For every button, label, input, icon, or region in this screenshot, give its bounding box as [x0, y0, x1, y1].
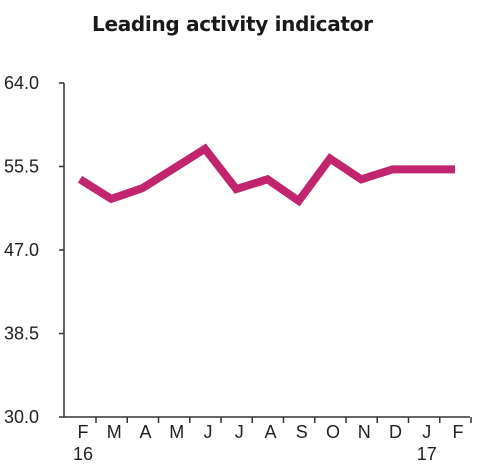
x-tick-label: F	[453, 422, 464, 442]
x-tick-label: F	[78, 422, 89, 442]
data-point	[423, 168, 425, 170]
data-point	[267, 178, 268, 180]
data-point	[142, 187, 143, 189]
y-tick-label: 38.5	[4, 324, 39, 344]
data-point	[173, 168, 175, 169]
y-tick-label: 30.0	[4, 407, 39, 427]
data-point	[235, 188, 237, 190]
y-axis-ticks: 64.0 55.5 47.0 38.5 30.0	[4, 73, 64, 427]
chart-title: Leading activity indicator	[92, 12, 373, 36]
data-point	[360, 178, 362, 180]
x-tick-label: N	[358, 422, 371, 442]
y-tick-label: 64.0	[4, 73, 39, 93]
data-point	[298, 200, 300, 202]
x-tick-label: A	[139, 422, 151, 442]
data-point	[329, 158, 331, 160]
y-tick-label: 55.5	[4, 157, 39, 177]
x-tick-label: M	[169, 422, 184, 442]
x-tick-label: M	[107, 422, 122, 442]
x-tick-label: J	[422, 422, 431, 442]
data-point	[454, 168, 456, 170]
data-point	[392, 168, 393, 170]
series-line	[77, 143, 455, 207]
x-tick-label: D	[389, 422, 402, 442]
x-axis-ticks: F M A M J J A S O N D J F16 17	[73, 417, 472, 464]
series-group	[77, 143, 456, 207]
x-tick-label: O	[326, 422, 340, 442]
data-point	[79, 178, 81, 180]
data-point	[204, 148, 206, 150]
chart-axes	[63, 83, 470, 418]
x-year-label: 16	[73, 444, 93, 464]
data-point	[110, 198, 112, 200]
x-tick-label: A	[264, 422, 276, 442]
y-tick-label: 47.0	[4, 240, 39, 260]
x-tick-label: J	[204, 422, 213, 442]
x-year-label: 17	[417, 444, 437, 464]
x-tick-label: J	[235, 422, 244, 442]
x-tick-label: S	[296, 422, 308, 442]
